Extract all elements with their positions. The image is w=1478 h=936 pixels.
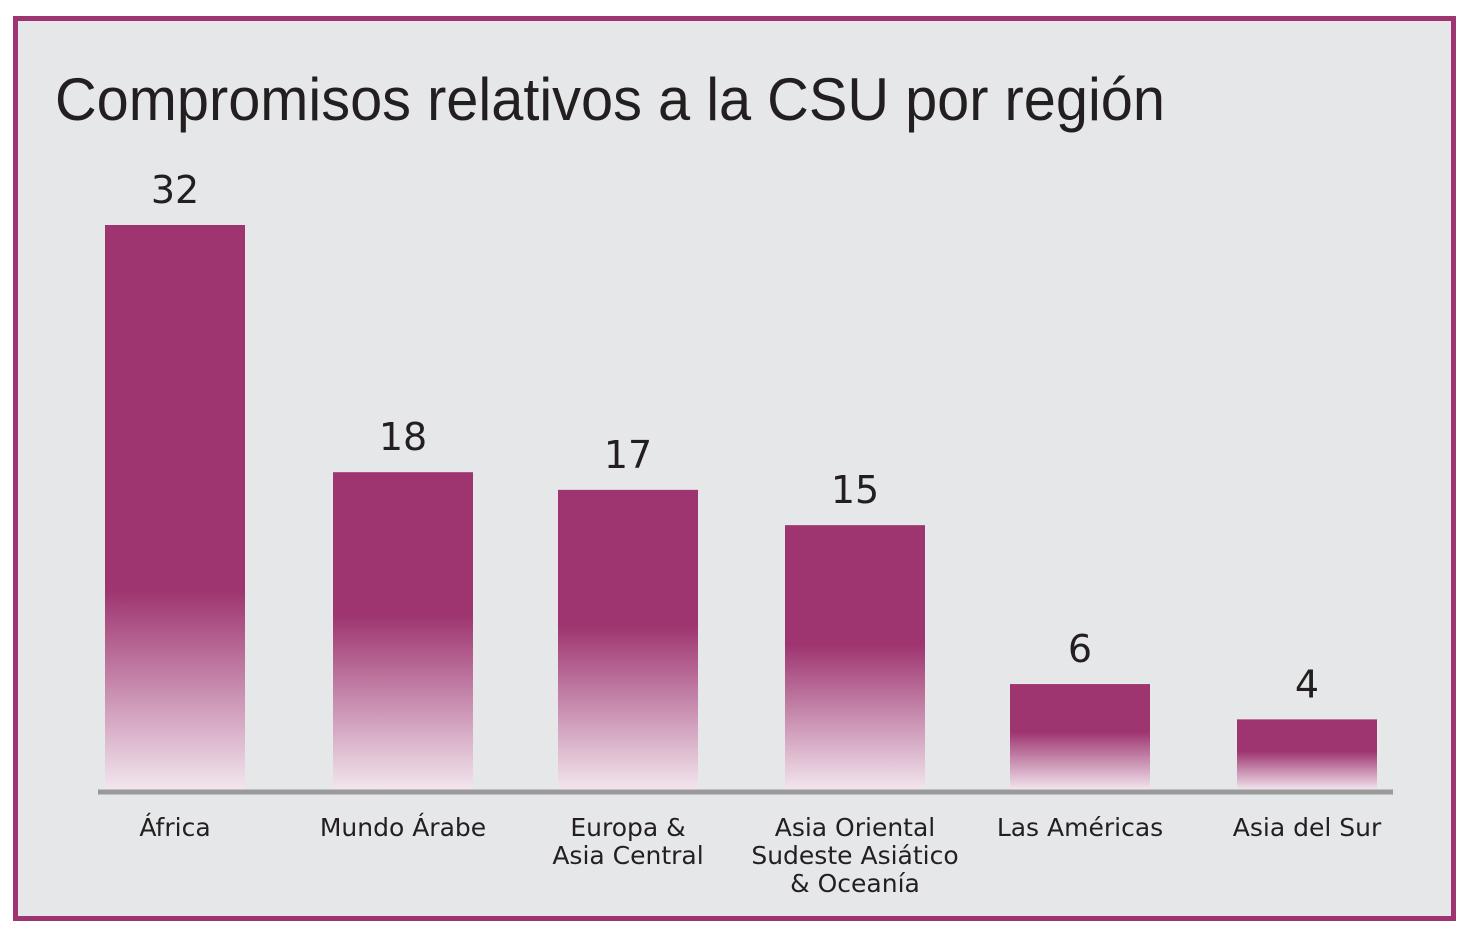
data-label: 32	[151, 168, 199, 212]
category-label: Europa &	[570, 813, 685, 842]
category-label: & Oceanía	[790, 869, 920, 898]
bar	[1237, 719, 1377, 790]
bar	[105, 225, 245, 790]
bar	[1010, 684, 1150, 790]
category-label: Las Américas	[997, 813, 1163, 842]
bar	[333, 472, 473, 790]
category-label: Asia Central	[552, 841, 703, 870]
bar	[785, 525, 925, 790]
data-label: 4	[1295, 662, 1319, 706]
data-label: 18	[379, 415, 427, 459]
bar	[558, 489, 698, 790]
data-label: 6	[1068, 627, 1092, 671]
category-label: Sudeste Asiático	[751, 841, 958, 870]
category-label: África	[139, 813, 210, 842]
category-label: Asia Oriental	[775, 813, 936, 842]
data-label: 15	[831, 468, 879, 512]
chart-frame	[13, 16, 1456, 921]
category-label: Asia del Sur	[1233, 813, 1382, 842]
chart-title: Compromisos relativos a la CSU por regió…	[55, 66, 1165, 133]
data-label: 17	[604, 433, 652, 477]
category-label: Mundo Árabe	[320, 813, 486, 842]
